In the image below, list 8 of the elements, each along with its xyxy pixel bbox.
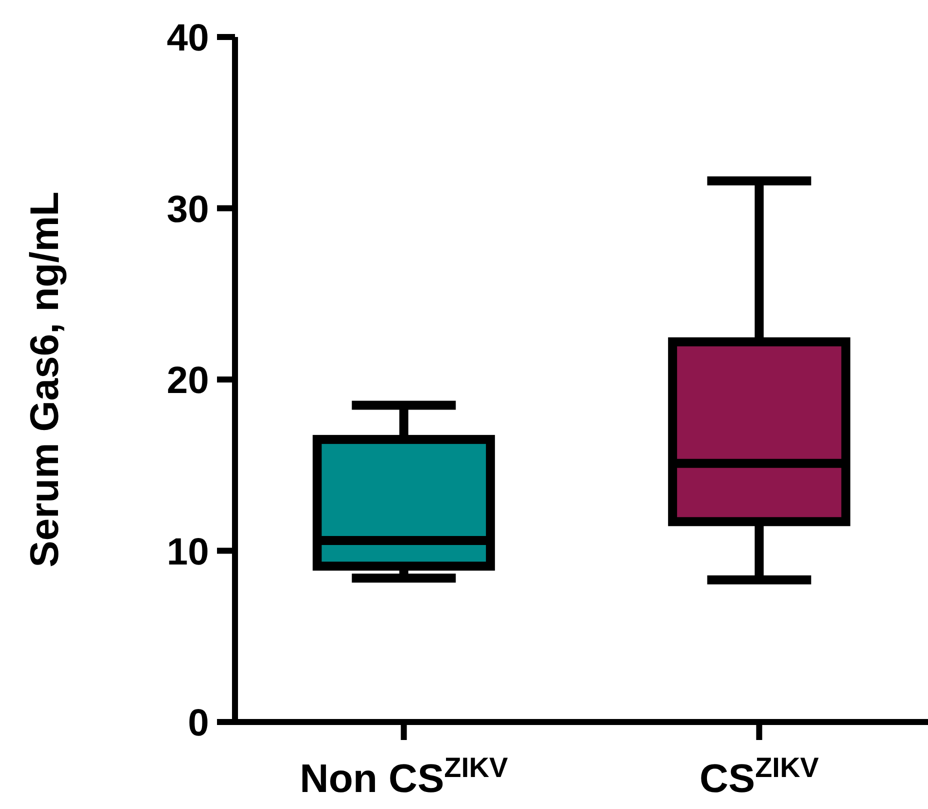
y-tick-label: 10 (166, 531, 209, 574)
x-tick-label: Non CS$^{ZIKV}$ (300, 752, 508, 801)
y-tick-label: 0 (188, 702, 209, 745)
x-tick-label: CS$^{ZIKV}$ (700, 752, 820, 801)
y-tick-label: 40 (166, 18, 209, 60)
y-tick-label: 30 (166, 188, 209, 231)
y-tick-label: 20 (166, 360, 209, 402)
y-axis-title: Serum Gas6, ng/mL (23, 192, 67, 568)
